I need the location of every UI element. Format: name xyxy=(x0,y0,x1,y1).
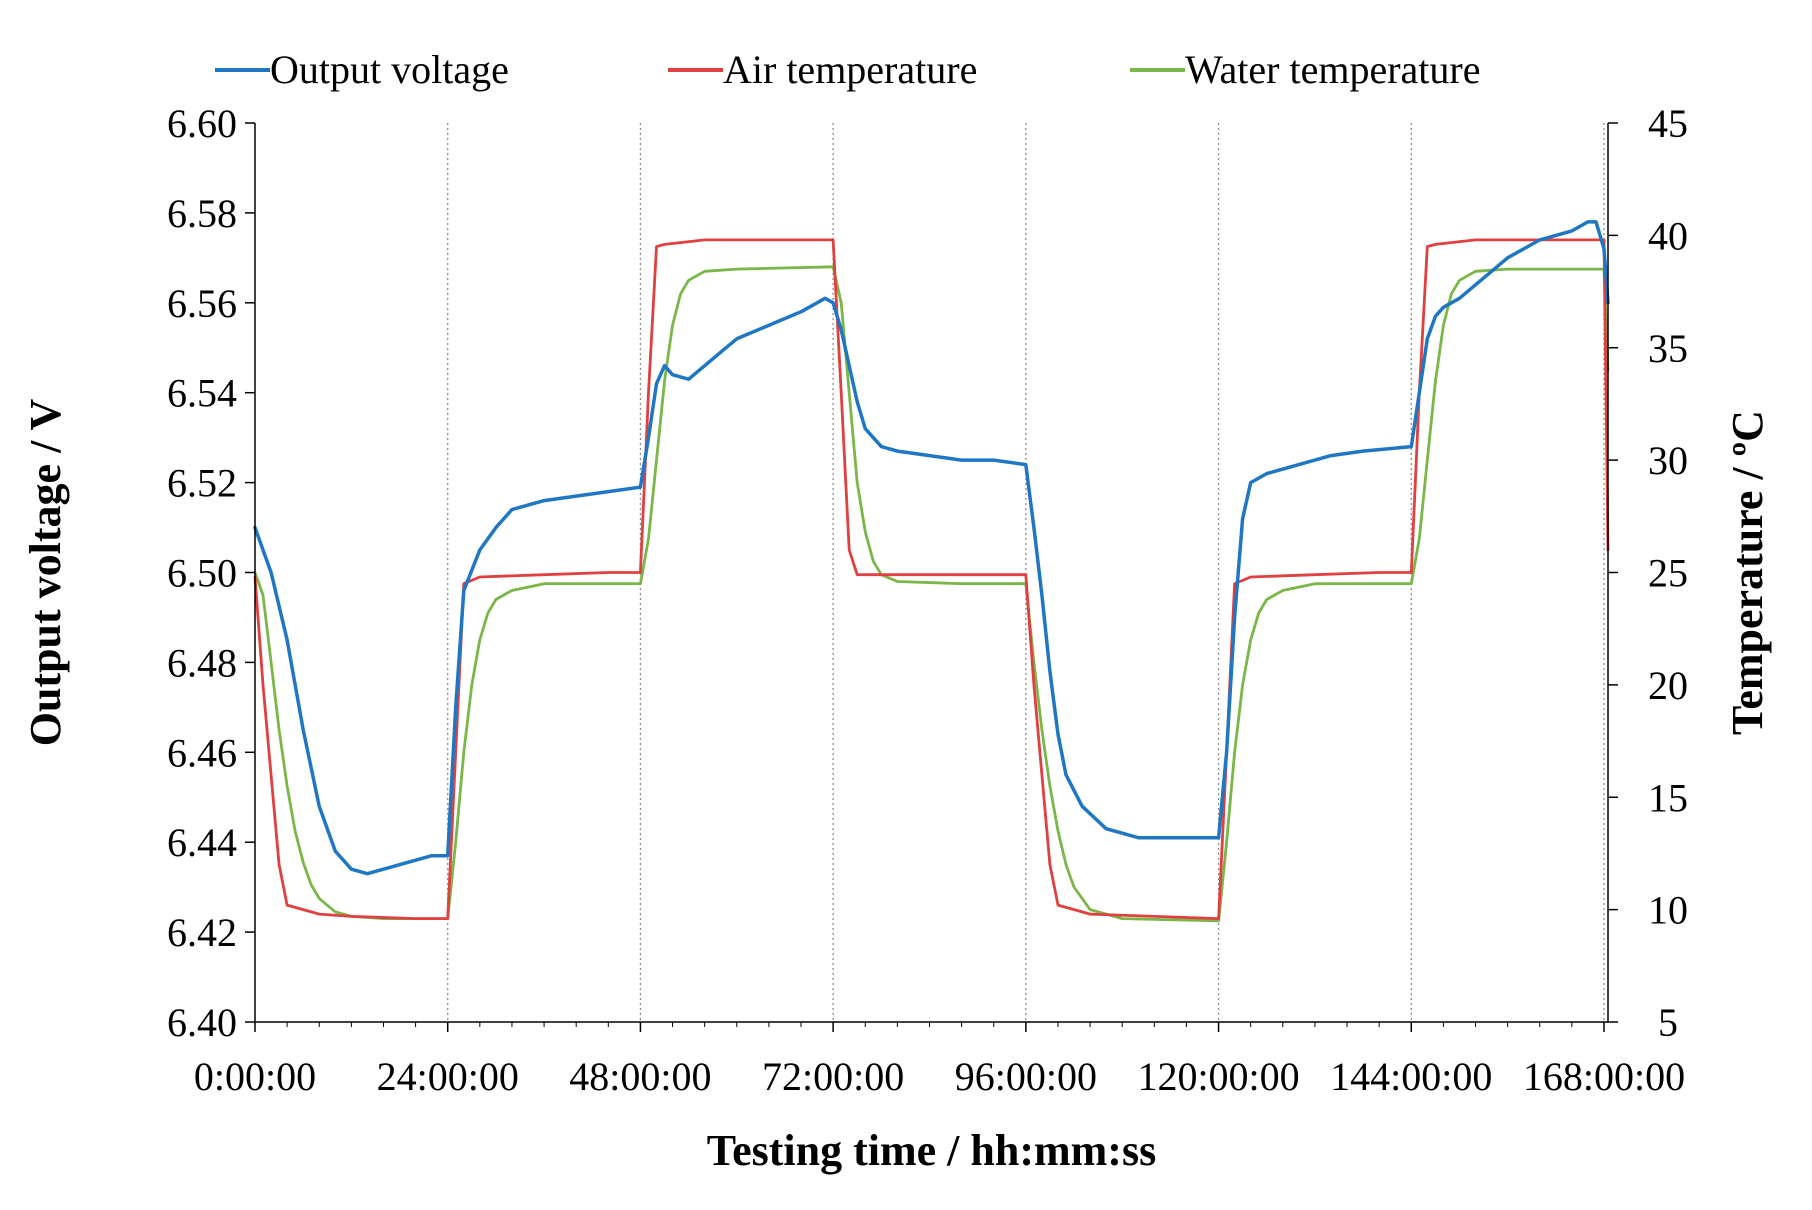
x-tick-label: 0:00:00 xyxy=(194,1054,316,1099)
legend-label: Water temperature xyxy=(1185,47,1481,92)
labels-layer: Testing time / hh:mm:ss Output voltage /… xyxy=(21,399,1772,1175)
x-tick-label: 120:00:00 xyxy=(1137,1054,1299,1099)
y2-tick-label: 30 xyxy=(1648,438,1688,483)
y-tick-label: 6.48 xyxy=(167,640,237,685)
y-tick-label: 6.52 xyxy=(167,461,237,506)
x-tick-label: 168:00:00 xyxy=(1523,1054,1685,1099)
y-tick-label: 6.46 xyxy=(167,730,237,775)
x-tick-label: 96:00:00 xyxy=(955,1054,1097,1099)
x-tick-label: 144:00:00 xyxy=(1330,1054,1492,1099)
x-axis-title: Testing time / hh:mm:ss xyxy=(707,1126,1156,1175)
y2-tick-label: 40 xyxy=(1648,213,1688,258)
series-line-output-voltage xyxy=(253,220,1610,876)
x-tick-label: 48:00:00 xyxy=(569,1054,711,1099)
y-tick-label: 6.50 xyxy=(167,551,237,596)
series-layer xyxy=(253,220,1610,923)
y2-tick-label: 10 xyxy=(1648,888,1688,933)
y-tick-label: 6.44 xyxy=(167,820,237,865)
x-tick-label: 24:00:00 xyxy=(377,1054,519,1099)
legend-item: Water temperature xyxy=(1130,47,1481,92)
y-tick-label: 6.56 xyxy=(167,281,237,326)
ticks-layer: 0:00:00 24:00:00 48:00:00 72:00:00 96:00:00 1… xyxy=(167,101,1688,1099)
y2-tick-label: 35 xyxy=(1648,326,1688,371)
legend-item: Output voltage xyxy=(215,47,509,92)
y-axis-title: Output voltage / V xyxy=(21,399,70,747)
legend: Output voltage Air temperature Water tempe… xyxy=(215,47,1481,92)
y2-axis-title: Temperature / ºC xyxy=(1723,410,1772,735)
y-tick-label: 6.60 xyxy=(167,101,237,146)
series-line-air-temperature xyxy=(253,238,1610,920)
legend-label: Output voltage xyxy=(270,47,509,92)
y2-tick-label: 45 xyxy=(1648,101,1688,146)
legend-item: Air temperature xyxy=(668,47,977,92)
y2-tick-label: 20 xyxy=(1648,663,1688,708)
y-tick-label: 6.54 xyxy=(167,371,237,416)
x-tick-label: 72:00:00 xyxy=(762,1054,904,1099)
y2-tick-label: 25 xyxy=(1648,551,1688,596)
y2-tick-label: 5 xyxy=(1658,1000,1678,1045)
y-tick-label: 6.58 xyxy=(167,191,237,236)
series-line-water-temperature xyxy=(253,265,1610,923)
legend-label: Air temperature xyxy=(723,47,977,92)
y2-tick-label: 15 xyxy=(1648,775,1688,820)
y-tick-label: 6.42 xyxy=(167,910,237,955)
y-tick-label: 6.40 xyxy=(167,1000,237,1045)
